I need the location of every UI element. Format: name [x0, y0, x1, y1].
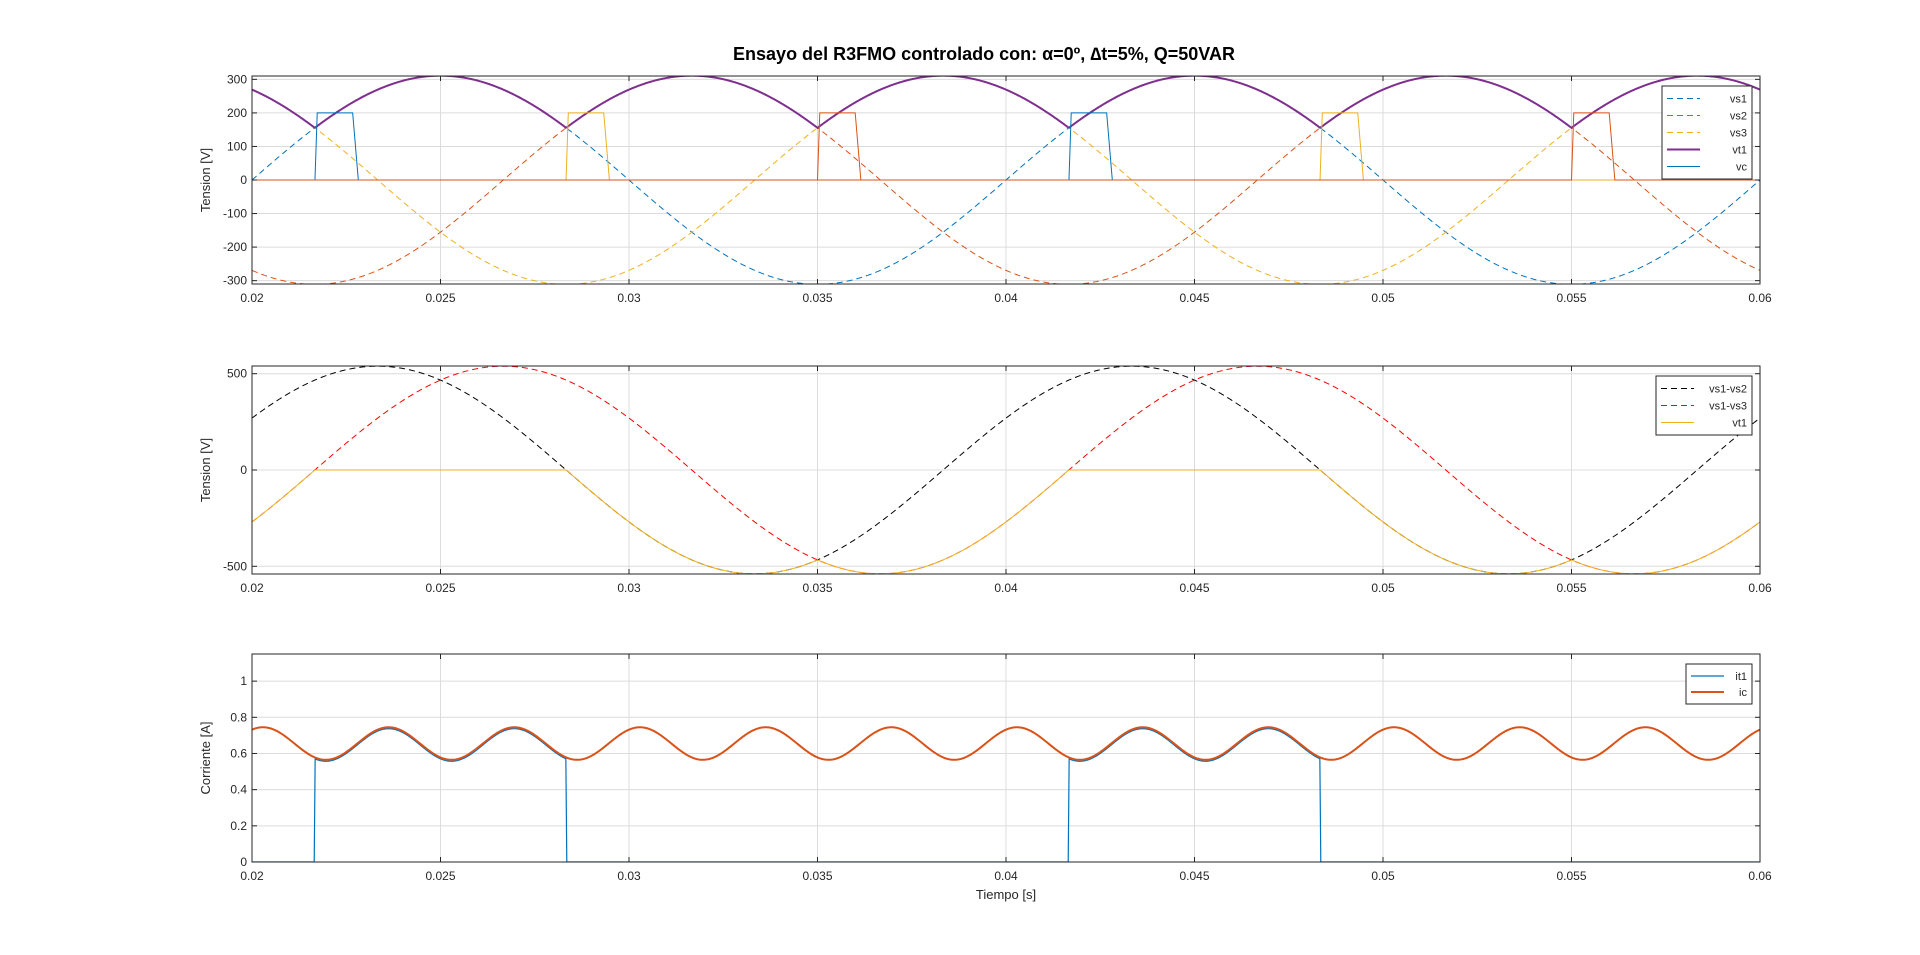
legend-label-it1: it1	[1735, 671, 1747, 683]
x-tick-label: 0.02	[240, 291, 264, 305]
x-tick-label: 0.03	[617, 581, 641, 595]
x-tick-label: 0.02	[240, 869, 264, 883]
legend-label-vs3: vs3	[1730, 128, 1747, 140]
x-tick-label: 0.035	[802, 869, 832, 883]
x-tick-label: 0.02	[240, 581, 264, 595]
x-tick-label: 0.055	[1556, 581, 1586, 595]
x-tick-label: 0.06	[1748, 869, 1772, 883]
y-tick-label: -500	[223, 559, 247, 573]
x-tick-label: 0.035	[802, 581, 832, 595]
legend-label-vt1: vt1	[1732, 418, 1747, 430]
y-tick-label: 500	[227, 367, 247, 381]
legend-label-vs1-vs2: vs1-vs2	[1709, 384, 1747, 396]
y-tick-label: -300	[223, 274, 247, 288]
axes-tensiones-fase: 0.02 0.025 0.03 0.035 0.04 0.045 0.05 0.055 0.06…	[198, 72, 1772, 305]
y-axis-label: Tension [V]	[198, 438, 213, 502]
x-tick-label: 0.035	[802, 291, 832, 305]
x-tick-label: 0.06	[1748, 581, 1772, 595]
y-tick-label: -200	[223, 240, 247, 254]
legend-label-vs2: vs2	[1730, 111, 1747, 123]
x-tick-label: 0.04	[994, 869, 1018, 883]
y-tick-label: 200	[227, 106, 247, 120]
legend-label-vt1: vt1	[1732, 145, 1747, 157]
x-tick-label: 0.025	[425, 291, 455, 305]
legend: vs1-vs2 vs1-vs3 vt1	[1655, 375, 1753, 436]
series-line-it1	[252, 728, 1760, 862]
y-tick-label: -100	[223, 207, 247, 221]
x-tick-label: 0.05	[1371, 291, 1395, 305]
legend: it1 ic	[1685, 663, 1753, 705]
y-tick-label: 100	[227, 139, 247, 153]
x-axis-label: Tiempo [s]	[976, 887, 1036, 902]
legend: vs1 vs2 vs3 vt1 vc	[1661, 85, 1753, 180]
x-tick-label: 0.045	[1179, 581, 1209, 595]
x-tick-label: 0.025	[425, 869, 455, 883]
x-tick-label: 0.045	[1179, 869, 1209, 883]
legend-box	[1685, 663, 1753, 705]
y-tick-label: 0.4	[230, 783, 247, 797]
x-tick-label: 0.055	[1556, 869, 1586, 883]
legend-label-vs1: vs1	[1730, 94, 1747, 106]
legend-label-vc: vc	[1736, 162, 1748, 174]
x-tick-label: 0.05	[1371, 869, 1395, 883]
y-tick-label: 0	[240, 173, 247, 187]
y-tick-label: 0	[240, 855, 247, 869]
series-group	[252, 76, 1760, 284]
y-tick-label: 0	[240, 463, 247, 477]
y-tick-label: 0.2	[230, 819, 247, 833]
x-tick-label: 0.04	[994, 291, 1018, 305]
legend-label-ic: ic	[1739, 687, 1747, 699]
figure-title: Ensayo del R3FMO controlado con: α=0º, ∆…	[733, 44, 1235, 64]
y-tick-label: 300	[227, 72, 247, 86]
x-tick-label: 0.05	[1371, 581, 1395, 595]
axes-corrientes: 0.02 0.025 0.03 0.035 0.04 0.045 0.05 0.055 0.06…	[198, 653, 1772, 902]
y-tick-label: 1	[240, 674, 247, 688]
y-axis-label: Tension [V]	[198, 148, 213, 212]
x-tick-label: 0.03	[617, 869, 641, 883]
x-tick-label: 0.025	[425, 581, 455, 595]
y-tick-label: 0.6	[230, 746, 247, 760]
x-tick-label: 0.04	[994, 581, 1018, 595]
axes-tensiones-linea: 0.02 0.025 0.03 0.035 0.04 0.045 0.05 0.055 0.06…	[198, 365, 1772, 595]
y-axis-label: Corriente [A]	[198, 722, 213, 795]
series-group	[252, 726, 1760, 862]
x-tick-label: 0.06	[1748, 291, 1772, 305]
x-tick-label: 0.03	[617, 291, 641, 305]
legend-label-vs1-vs3: vs1-vs3	[1709, 401, 1747, 413]
x-tick-label: 0.055	[1556, 291, 1586, 305]
x-tick-label: 0.045	[1179, 291, 1209, 305]
series-line-vt1	[252, 76, 1760, 130]
series-line-ic	[252, 726, 1760, 761]
y-tick-label: 0.8	[230, 710, 247, 724]
gate-pulse-line	[252, 112, 1760, 181]
